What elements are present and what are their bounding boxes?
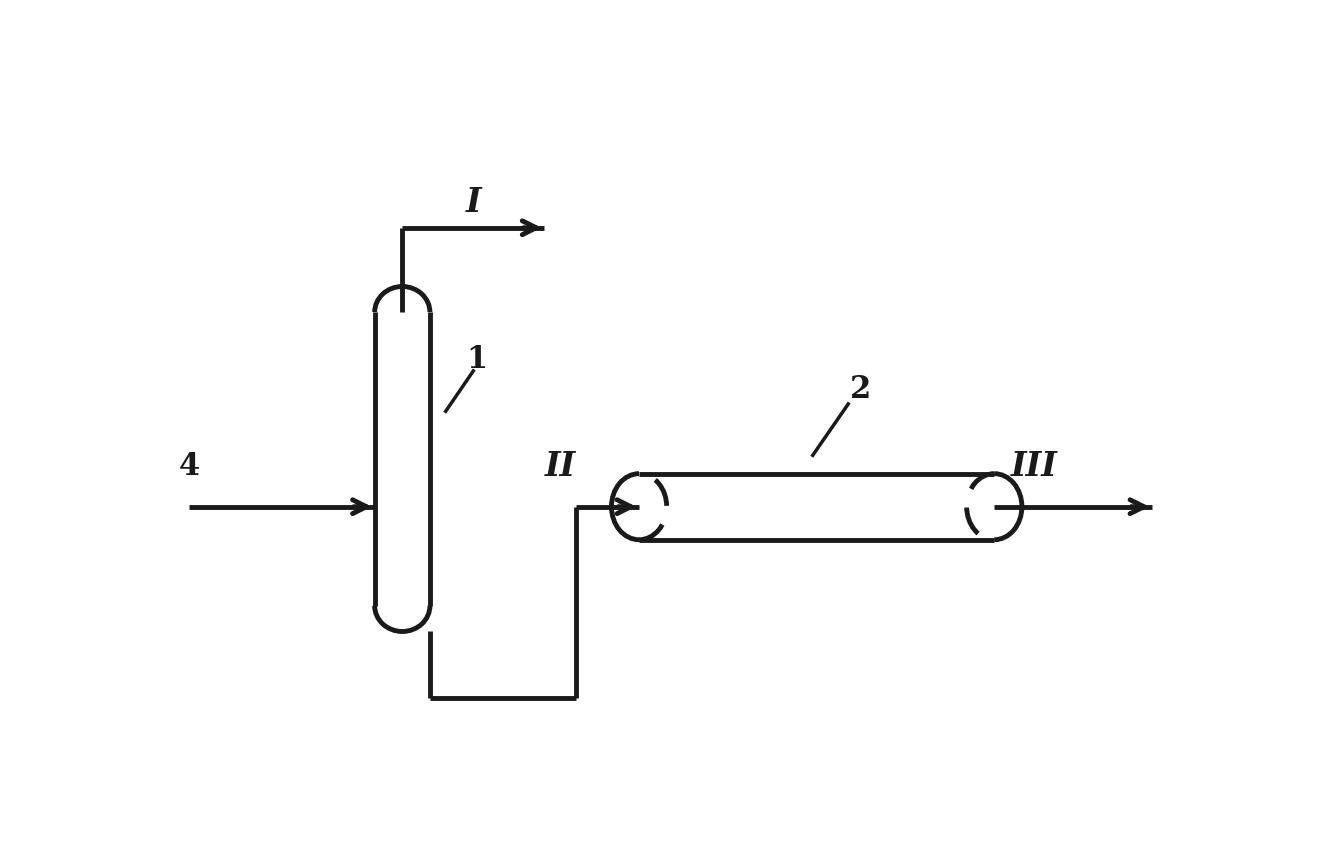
Text: 2: 2 bbox=[850, 374, 871, 405]
Text: 4: 4 bbox=[179, 450, 200, 482]
Text: II: II bbox=[544, 450, 576, 483]
Text: 1: 1 bbox=[467, 344, 487, 376]
Text: I: I bbox=[466, 185, 481, 219]
Text: III: III bbox=[1010, 450, 1057, 483]
